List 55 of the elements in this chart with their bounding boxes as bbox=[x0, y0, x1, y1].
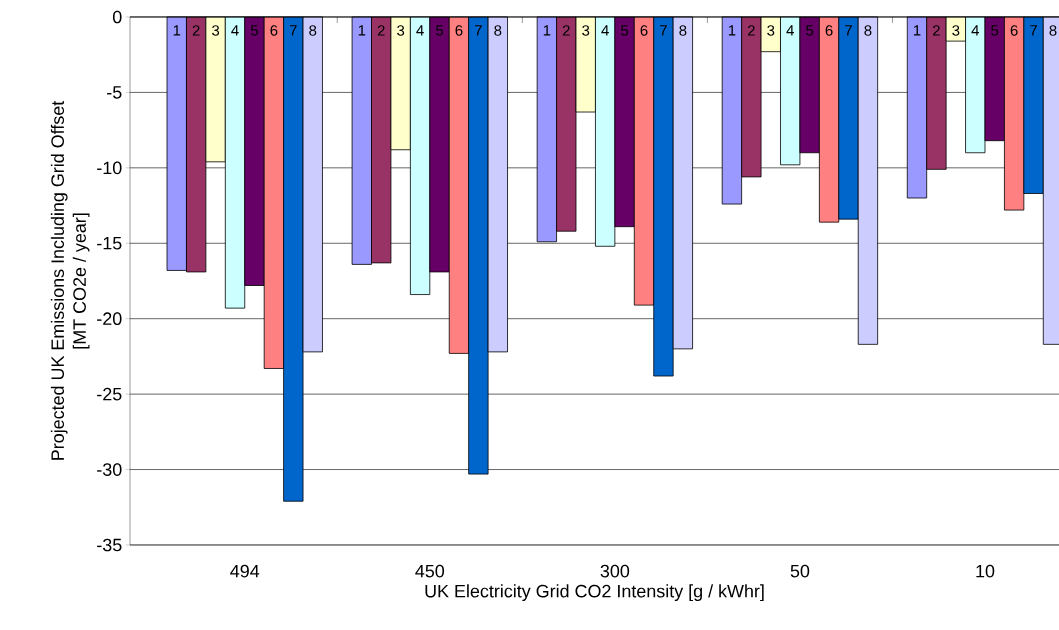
text: 7 bbox=[660, 25, 667, 36]
text: 3 bbox=[397, 25, 405, 36]
text: 2 bbox=[377, 25, 385, 36]
text: 1 bbox=[543, 25, 551, 36]
x-tick-label: 450 bbox=[415, 564, 445, 578]
y-axis-title: Projected UK Emissions Including Grid Offset [MT CO2e / year] bbox=[50, 100, 90, 460]
text: 3 bbox=[212, 25, 220, 36]
x-axis-title: UK Electricity Grid CO2 Intensity [g / kWhr] bbox=[425, 584, 764, 602]
y-tick-label: -15 bbox=[97, 237, 122, 250]
text: 7 bbox=[1030, 25, 1037, 36]
text: 6 bbox=[270, 25, 278, 36]
text: 8 bbox=[1049, 25, 1057, 36]
text: 3 bbox=[767, 25, 775, 36]
text: 6 bbox=[455, 25, 463, 36]
series-label: 2 bbox=[562, 25, 570, 36]
text: 1 bbox=[913, 25, 921, 36]
x-tick-label: 494 bbox=[230, 564, 260, 578]
y-tick-label: -5 bbox=[107, 86, 122, 99]
text: 2 bbox=[192, 25, 200, 36]
text: 8 bbox=[679, 25, 687, 36]
text: 2 bbox=[747, 25, 755, 36]
x-tick-label: 10 bbox=[976, 564, 995, 578]
text: 3 bbox=[582, 25, 590, 36]
y-tick-label: -30 bbox=[97, 463, 122, 476]
text: 7 bbox=[289, 25, 297, 36]
y-tick-label: -35 bbox=[97, 538, 122, 552]
text: 4 bbox=[601, 25, 609, 36]
series-label: 6 bbox=[825, 25, 833, 36]
text: 7 bbox=[475, 25, 482, 36]
series-label: 4 bbox=[416, 25, 424, 36]
text: 2 bbox=[933, 25, 940, 36]
text: 1 bbox=[728, 25, 736, 36]
text: 4 bbox=[231, 25, 239, 36]
text: 1 bbox=[173, 25, 181, 36]
text: 8 bbox=[309, 25, 317, 36]
y-tick-label: 0 bbox=[112, 10, 122, 24]
text: 5 bbox=[621, 25, 629, 36]
y-tick-label: -10 bbox=[97, 161, 122, 175]
series-label: 7 bbox=[845, 25, 852, 36]
series-label: 5 bbox=[435, 25, 444, 36]
text: 6 bbox=[640, 25, 648, 36]
series-label: 3 bbox=[952, 25, 960, 36]
text: 8 bbox=[494, 25, 502, 36]
x-tick-label: 50 bbox=[790, 564, 810, 578]
text: 4 bbox=[786, 25, 794, 36]
y-tick-label: -20 bbox=[97, 312, 122, 326]
text: 6 bbox=[1010, 25, 1018, 36]
legend-label: 1 bbox=[358, 25, 366, 36]
text: 4 bbox=[971, 25, 979, 36]
x-tick-label: 300 bbox=[600, 564, 630, 578]
series-label: 8 bbox=[864, 25, 872, 36]
text: 5 bbox=[250, 25, 258, 36]
y-tick-label: -25 bbox=[97, 387, 122, 401]
text: 5 bbox=[806, 25, 814, 36]
text: 5 bbox=[991, 25, 999, 36]
